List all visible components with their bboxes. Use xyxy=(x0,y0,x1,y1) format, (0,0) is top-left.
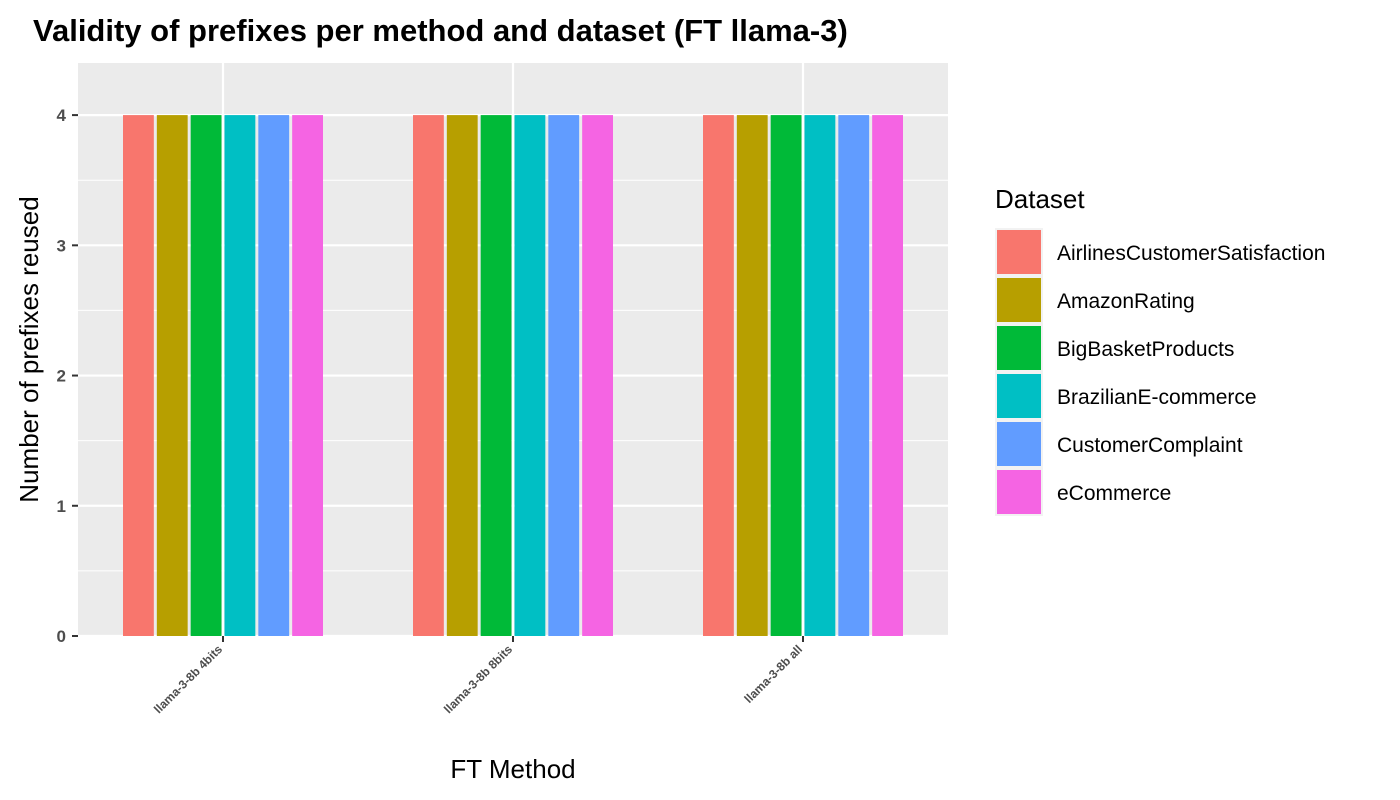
bar-AirlinesCustomerSatisfaction-llama-3-8b 8bits xyxy=(413,115,444,636)
bar-BrazilianE-commerce-llama-3-8b 8bits xyxy=(514,115,546,636)
legend-label: BrazilianE-commerce xyxy=(1057,386,1257,409)
legend-title: Dataset xyxy=(995,184,1085,214)
legend-key-eCommerce xyxy=(997,470,1041,514)
y-tick-label: 1 xyxy=(57,497,66,516)
x-tick-label: llama-3-8b 4bits xyxy=(151,642,225,716)
bar-CustomerComplaint-llama-3-8b 8bits xyxy=(548,115,580,636)
legend-label: AmazonRating xyxy=(1057,290,1195,313)
legend-label: AirlinesCustomerSatisfaction xyxy=(1057,242,1325,265)
major-gridlines xyxy=(78,63,948,638)
y-tick-label: 4 xyxy=(57,106,67,125)
y-axis-title: Number of prefixes reused xyxy=(14,196,44,502)
bar-CustomerComplaint-llama-3-8b 4bits xyxy=(258,115,290,636)
bar-eCommerce-llama-3-8b 8bits xyxy=(582,115,613,636)
y-tick-label: 3 xyxy=(57,236,66,255)
legend-label: eCommerce xyxy=(1057,482,1171,505)
y-axis: 0 1 2 3 4 xyxy=(57,106,78,646)
bar-AirlinesCustomerSatisfaction-llama-3-8b 4bits xyxy=(123,115,154,636)
x-axis-title: FT Method xyxy=(450,754,575,784)
bar-BigBasketProducts-llama-3-8b 4bits xyxy=(190,115,222,636)
bar-BigBasketProducts-llama-3-8b 8bits xyxy=(480,115,512,636)
y-tick-label: 2 xyxy=(57,367,66,386)
y-tick-label: 0 xyxy=(57,627,66,646)
legend-key-AmazonRating xyxy=(997,278,1041,322)
bar-AmazonRating-llama-3-8b 4bits xyxy=(156,115,188,636)
bar-AmazonRating-llama-3-8b all xyxy=(736,115,768,636)
bar-BrazilianE-commerce-llama-3-8b 4bits xyxy=(224,115,256,636)
x-axis: llama-3-8b 4bits llama-3-8b 8bits llama-3-… xyxy=(151,636,805,716)
legend-label: CustomerComplaint xyxy=(1057,434,1243,457)
legend-key-AirlinesCustomerSatisfaction xyxy=(997,230,1041,274)
bar-CustomerComplaint-llama-3-8b all xyxy=(838,115,870,636)
legend-key-BigBasketProducts xyxy=(997,326,1041,370)
legend-label: BigBasketProducts xyxy=(1057,338,1234,361)
bar-BigBasketProducts-llama-3-8b all xyxy=(770,115,802,636)
bars xyxy=(123,115,903,636)
legend: Dataset AirlinesCustomerSatisfaction Amaz… xyxy=(995,184,1325,516)
legend-key-CustomerComplaint xyxy=(997,422,1041,466)
chart-title: Validity of prefixes per method and data… xyxy=(33,13,848,48)
legend-key-BrazilianE-commerce xyxy=(997,374,1041,418)
bar-AirlinesCustomerSatisfaction-llama-3-8b all xyxy=(703,115,734,636)
bar-BrazilianE-commerce-llama-3-8b all xyxy=(804,115,836,636)
bar-eCommerce-llama-3-8b all xyxy=(872,115,903,636)
bar-eCommerce-llama-3-8b 4bits xyxy=(292,115,323,636)
x-tick-label: llama-3-8b all xyxy=(741,642,805,706)
x-tick-label: llama-3-8b 8bits xyxy=(441,642,515,716)
bar-AmazonRating-llama-3-8b 8bits xyxy=(446,115,478,636)
